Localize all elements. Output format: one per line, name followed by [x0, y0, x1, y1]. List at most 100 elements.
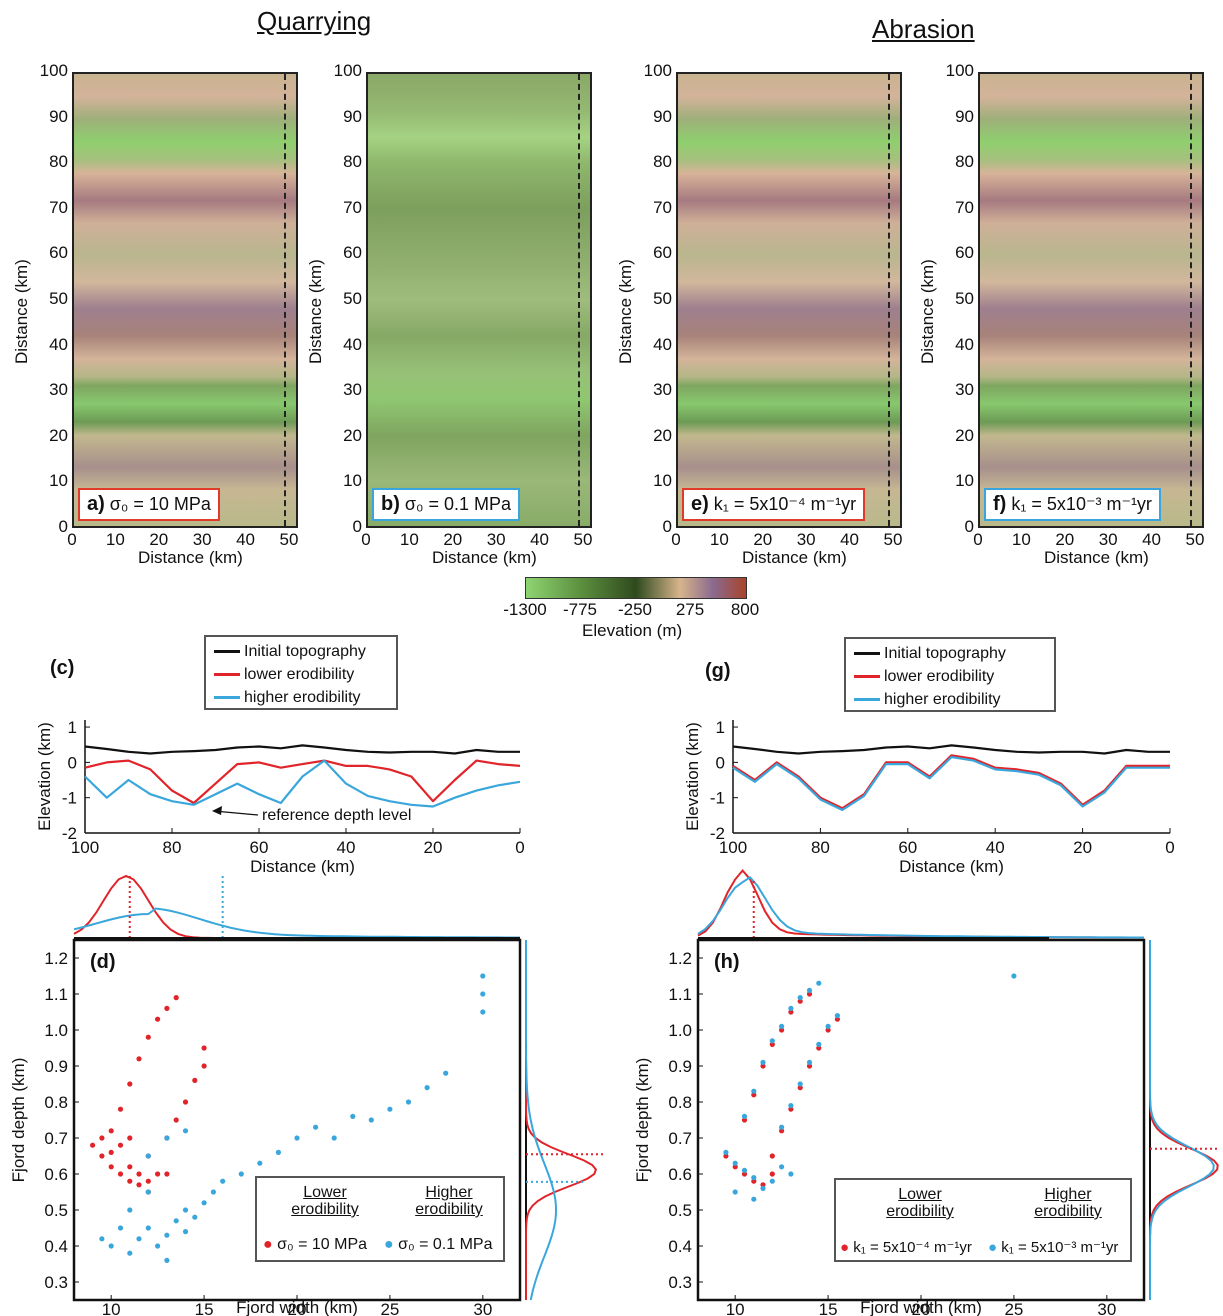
scatter-xlabel: Fjord width (km) [860, 1298, 982, 1316]
scatter-legend-h: Lower erodibility Higher erodibility ● k… [834, 1178, 1132, 1262]
marker-blue-dot: ● [988, 1239, 998, 1256]
scatter-point [192, 1077, 198, 1083]
map-ytick: 0 [58, 517, 68, 536]
legend-h-low-title: Lower erodibility [886, 1186, 954, 1220]
map-ytick: 60 [343, 243, 362, 263]
scatter-point [99, 1236, 105, 1242]
map-ytick: 70 [343, 197, 362, 217]
scatter-xlabel: Fjord width (km) [236, 1298, 358, 1316]
scatter-point [825, 1027, 831, 1033]
profile-ytick: 1 [68, 718, 77, 737]
map-letter: a) [87, 493, 105, 515]
scatter-point [164, 1232, 170, 1238]
scatter-point [741, 1117, 748, 1123]
scatter-point [769, 1178, 775, 1184]
map-ytick: 40 [955, 334, 974, 354]
map-image-f [978, 72, 1204, 528]
dashed-profile-line [284, 74, 287, 526]
scatter-point [127, 1250, 133, 1256]
scatter-point [117, 1225, 124, 1231]
map-xtick: 10 [399, 530, 419, 549]
profile-ytick: 1 [716, 718, 725, 737]
profile-line-initial [732, 744, 1170, 755]
marginal-top-higher [73, 907, 520, 939]
map-ytick: 60 [653, 243, 672, 263]
map-xlabel: Distance (km) [1044, 548, 1149, 567]
scatter-point [201, 1063, 207, 1069]
profile-ylabel: Elevation (km) [683, 722, 702, 831]
scatter-point [443, 1070, 449, 1076]
map-letter: f) [993, 493, 1007, 515]
map-xtick: 30 [1098, 530, 1118, 549]
scatter-point [387, 1106, 393, 1112]
scatter-xtick: 10 [102, 1300, 121, 1316]
panel-tag-c: (c) [50, 657, 75, 679]
scatter-point [220, 1178, 226, 1184]
map-label-b: b) σ₀ = 0.1 MPa [372, 488, 521, 521]
marginal-top-lower [73, 874, 520, 939]
marginal-top-lower [697, 868, 1144, 939]
scatter-point [155, 1243, 161, 1249]
scatter-point [806, 1063, 813, 1069]
colorbar-tick: -1300 [503, 600, 547, 619]
legend-h-low: ● k₁ = 5x10⁻⁴ m⁻¹yr [840, 1238, 972, 1256]
map-xtick: 0 [361, 530, 371, 549]
scatter-point [182, 1207, 189, 1213]
marginal-top-higher [697, 875, 1144, 939]
map-ytick: 30 [343, 380, 362, 400]
map-image-a [72, 72, 298, 528]
map-ytick: 20 [49, 425, 68, 445]
map-xtick: 50 [573, 530, 593, 549]
map-ytick: 100 [945, 61, 974, 80]
map-ytick: 70 [49, 197, 68, 217]
map-ytick: 40 [653, 334, 672, 354]
scatter-point [145, 1153, 151, 1159]
dashed-profile-line [578, 74, 581, 526]
legend-h-high: ● k₁ = 5x10⁻³ m⁻¹yr [988, 1238, 1118, 1256]
legend-initial: Initial topography [884, 644, 1006, 662]
profile-ytick: 0 [68, 753, 77, 772]
map-xtick: 40 [840, 530, 860, 549]
map-ytick: 80 [653, 152, 672, 172]
scatter-point [145, 1178, 151, 1184]
map-ytick: 30 [653, 380, 672, 400]
scatter-point [313, 1124, 319, 1130]
scatter-point [127, 1178, 133, 1184]
scatter-ytick: 0.6 [668, 1165, 692, 1184]
map-ytick: 50 [343, 289, 362, 308]
scatter-tag: (d) [90, 951, 116, 973]
profile-xtick: 20 [424, 838, 443, 857]
marginal-right-higher [1149, 940, 1215, 1300]
scatter-point [834, 1016, 841, 1022]
scatter-xtick: 15 [819, 1300, 838, 1316]
scatter-xtick: 25 [1004, 1300, 1023, 1316]
annotation-text: reference depth level [262, 807, 411, 824]
map-ytick: 90 [49, 106, 68, 126]
map-label-e: e) k₁ = 5x10⁻⁴ m⁻¹yr [682, 488, 866, 521]
scatter-xtick: 25 [380, 1300, 399, 1316]
scatter-point [741, 1171, 748, 1177]
scatter-point [480, 991, 486, 997]
scatter-point [769, 1153, 775, 1159]
map-xtick: 0 [671, 530, 681, 549]
scatter-point [732, 1164, 738, 1170]
scatter-ytick: 0.4 [44, 1237, 68, 1256]
map-param: σ₀ = 0.1 MPa [399, 494, 512, 514]
map-ytick: 60 [49, 243, 68, 263]
scatter-ytick: 0.9 [668, 1057, 692, 1076]
map-ytick: 80 [955, 152, 974, 172]
scatter-point [164, 1171, 170, 1177]
legend-lower: lower erodibility [884, 667, 995, 685]
marker-red-dot: ● [263, 1236, 273, 1253]
profile-xtick: 0 [515, 838, 524, 857]
scatter-ytick: 0.9 [44, 1057, 68, 1076]
map-ytick: 10 [955, 471, 974, 491]
map-xtick: 50 [1185, 530, 1205, 549]
scatter-point [368, 1117, 374, 1123]
map-ytick: 100 [643, 61, 672, 80]
scatter-point [797, 998, 803, 1004]
scatter-point [136, 1056, 142, 1062]
scatter-point [480, 973, 486, 979]
swatch-higher [214, 696, 240, 699]
scatter-xtick: 30 [1097, 1300, 1116, 1316]
